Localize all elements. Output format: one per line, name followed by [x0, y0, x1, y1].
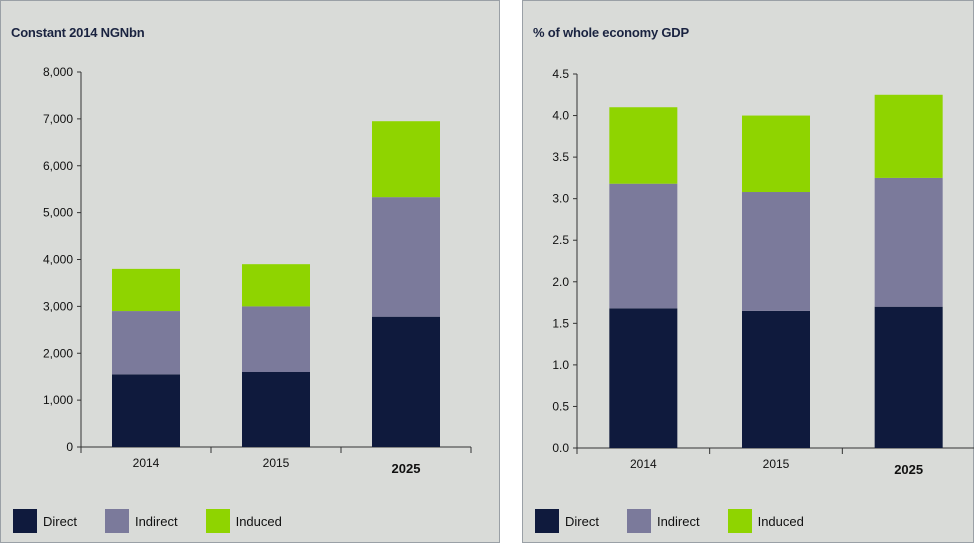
bar-indirect-2025 — [372, 197, 440, 317]
y-tick-label: 2,000 — [43, 346, 73, 360]
legend-swatch-indirect — [104, 509, 129, 533]
legend-item-induced: Induced — [727, 509, 804, 533]
bar-indirect-2014 — [112, 311, 180, 375]
bar-induced-2015 — [742, 115, 810, 193]
chart-ngn: 0 1,000 2,000 3,000 4,000 5,000 6,000 7,000 8,00… — [43, 65, 472, 476]
bar-indirect-2014 — [609, 183, 678, 309]
legend-label-indirect: Indirect — [656, 513, 700, 529]
bar-direct-2014 — [112, 374, 180, 447]
chart-panel-gdp: % of whole economy GDP 0.0 0.5 1.0 1.5 2.0 2.… — [522, 0, 974, 543]
legend-label-direct: Direct — [565, 513, 599, 529]
legend-swatch-indirect — [626, 509, 651, 533]
legend-item-direct: Direct — [13, 509, 77, 533]
legend-item-direct: Direct — [535, 509, 599, 533]
y-tick-label: 1,000 — [43, 393, 73, 407]
y-tick-label: 1.5 — [552, 316, 569, 330]
y-tick-label: 0.0 — [552, 441, 569, 455]
y-tick-label: 4.5 — [552, 67, 569, 81]
legend: Direct Indirect Induced — [535, 509, 832, 533]
x-tick-label: 2025 — [392, 461, 421, 476]
y-tick-label: 4,000 — [43, 253, 73, 267]
legend-swatch-direct — [535, 509, 559, 533]
chart-gdp: 0.0 0.5 1.0 1.5 2.0 2.5 3.0 3.5 4.0 4.5 2014 2015 20… — [552, 67, 974, 477]
x-tick-label: 2015 — [763, 457, 790, 471]
bar-direct-2014 — [609, 308, 678, 448]
legend-swatch-induced — [727, 509, 752, 533]
legend-item-induced: Induced — [205, 509, 282, 533]
legend-item-indirect: Indirect — [626, 509, 700, 533]
x-tick-label: 2014 — [630, 457, 657, 471]
x-tick-label: 2014 — [133, 456, 160, 470]
bar-induced-2014 — [112, 268, 180, 312]
y-tick-label: 0 — [66, 440, 73, 454]
legend-label-indirect: Indirect — [134, 513, 178, 529]
bar-indirect-2015 — [242, 306, 310, 372]
y-tick-label: 4.0 — [552, 109, 569, 123]
bar-indirect-2025 — [874, 177, 943, 307]
legend-label-induced: Induced — [757, 513, 804, 529]
bar-induced-2025 — [372, 121, 440, 198]
legend-label-direct: Direct — [43, 513, 77, 529]
y-tick-label: 0.5 — [552, 399, 569, 413]
y-tick-label: 1.0 — [552, 358, 569, 372]
legend-item-indirect: Indirect — [104, 509, 178, 533]
legend-swatch-induced — [205, 509, 230, 533]
chart-title: % of whole economy GDP — [533, 25, 689, 40]
bar-induced-2014 — [609, 107, 678, 184]
chart-panel-ngn: Constant 2014 NGNbn 0 1,000 2,000 3,000 4,00… — [0, 0, 500, 543]
legend-label-induced: Induced — [235, 513, 282, 529]
bar-induced-2025 — [874, 94, 943, 178]
legend-swatch-direct — [13, 509, 37, 533]
legend: Direct Indirect Induced — [13, 509, 310, 533]
x-tick-label: 2015 — [263, 456, 290, 470]
y-tick-label: 3,000 — [43, 299, 73, 313]
y-tick-label: 2.5 — [552, 233, 569, 247]
bar-induced-2015 — [242, 264, 310, 307]
y-tick-label: 3.0 — [552, 192, 569, 206]
x-tick-label: 2025 — [894, 462, 923, 477]
bar-indirect-2015 — [742, 192, 810, 311]
y-tick-label: 7,000 — [43, 112, 73, 126]
bar-direct-2025 — [874, 306, 943, 448]
y-tick-label: 6,000 — [43, 159, 73, 173]
chart-title: Constant 2014 NGNbn — [11, 25, 145, 40]
y-tick-label: 2.0 — [552, 275, 569, 289]
bar-direct-2015 — [242, 372, 310, 447]
y-tick-label: 5,000 — [43, 206, 73, 220]
y-tick-label: 3.5 — [552, 150, 569, 164]
bar-direct-2015 — [742, 310, 810, 448]
y-tick-label: 8,000 — [43, 65, 73, 79]
bar-direct-2025 — [372, 316, 440, 447]
